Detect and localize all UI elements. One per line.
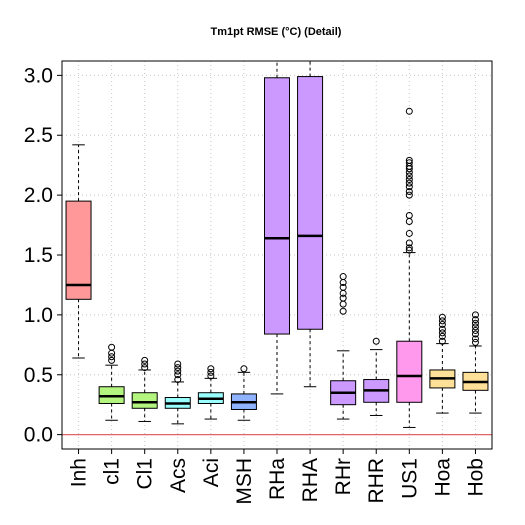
y-tick-label-4: 2.0 <box>24 184 53 207</box>
outlier-US1-0 <box>405 246 413 254</box>
outlier-cl1-1 <box>108 353 116 361</box>
x-axis: Inh cl1 Cl1 Acs Aci MSH RHa RHA RHr RHR US1 Hoa Hob <box>68 449 487 505</box>
x-tick-label-Hob: Hob <box>464 458 487 497</box>
box-body-RHa <box>264 77 290 335</box>
box-Hob <box>462 311 489 414</box>
outlier-Hob-0 <box>471 338 479 346</box>
outlier-Hob-4 <box>471 323 479 331</box>
outlier-RHr-4 <box>339 283 347 291</box>
box-body-Inh <box>65 200 92 300</box>
x-tick-label-MSH: MSH <box>233 458 256 505</box>
outlier-US1-2 <box>405 239 413 247</box>
outlier-Hoa-1 <box>438 332 446 340</box>
outlier-Acs-2 <box>174 367 182 375</box>
x-tick-label-Hoa: Hoa <box>431 458 454 497</box>
outlier-Hoa-3 <box>438 325 446 333</box>
box-body-US1 <box>396 340 423 403</box>
outlier-Hoa-0 <box>438 337 446 345</box>
x-tick-label-Aci: Aci <box>200 458 223 487</box>
box-series <box>65 60 489 428</box>
outlier-Hob-2 <box>471 330 479 338</box>
outlier-Acs-4 <box>174 360 182 368</box>
outlier-Hoa-2 <box>438 329 446 337</box>
x-tick-label-US1: US1 <box>398 458 421 499</box>
outlier-Hoa-4 <box>438 320 446 328</box>
outlier-RHr-0 <box>339 307 347 315</box>
box-Inh <box>65 144 92 359</box>
outlier-RHR-0 <box>372 337 380 345</box>
box-RHr <box>330 273 357 420</box>
y-tick-label-3: 1.5 <box>24 244 53 267</box>
x-tick-label-Acs: Acs <box>167 458 190 493</box>
y-tick-label-0: 0.0 <box>24 424 53 447</box>
x-tick-label-RHr: RHr <box>332 458 355 495</box>
outlier-US1-17 <box>405 107 413 115</box>
outlier-US1-11 <box>405 172 413 180</box>
box-body-Cl1 <box>131 392 158 409</box>
outlier-Hob-5 <box>471 319 479 327</box>
outlier-US1-3 <box>405 229 413 237</box>
x-tick-label-Inh: Inh <box>68 458 91 487</box>
outlier-Acs-0 <box>174 376 182 384</box>
y-axis: 0.0 0.5 1.0 1.5 2.0 2.5 3.0 <box>24 64 62 447</box>
box-Hoa <box>429 313 456 414</box>
box-Acs <box>164 360 191 425</box>
outlier-cl1-0 <box>108 356 116 364</box>
outlier-Hoa-5 <box>438 317 446 325</box>
outlier-MSH-0 <box>240 365 248 373</box>
box-cl1 <box>98 343 125 421</box>
y-tick-label-2: 1.0 <box>24 304 53 327</box>
outlier-Acs-3 <box>174 364 182 372</box>
outlier-Hob-6 <box>471 316 479 324</box>
outlier-US1-8 <box>405 183 413 191</box>
box-Aci <box>197 365 224 420</box>
box-RHA <box>297 60 324 388</box>
outlier-US1-5 <box>405 211 413 219</box>
outlier-Cl1-1 <box>141 360 149 368</box>
x-tick-label-RHa: RHa <box>266 458 289 500</box>
outlier-Hob-3 <box>471 326 479 334</box>
outlier-Aci-0 <box>207 372 215 380</box>
box-RHR <box>363 337 390 416</box>
x-tick-label-cl1: cl1 <box>101 458 124 485</box>
outlier-Cl1-0 <box>141 364 149 372</box>
outlier-US1-1 <box>405 244 413 252</box>
outlier-US1-9 <box>405 179 413 187</box>
y-tick-label-5: 2.5 <box>24 124 53 147</box>
outlier-Hob-1 <box>471 335 479 343</box>
box-US1 <box>396 107 423 428</box>
y-tick-label-6: 3.0 <box>24 64 53 87</box>
outlier-Aci-1 <box>207 368 215 376</box>
box-Cl1 <box>131 356 158 422</box>
x-tick-label-RHA: RHA <box>299 458 322 502</box>
y-tick-label-1: 0.5 <box>24 364 53 387</box>
outlier-Hob-7 <box>471 311 479 319</box>
outlier-US1-6 <box>405 191 413 199</box>
outlier-US1-16 <box>405 156 413 164</box>
outlier-Cl1-2 <box>141 356 149 364</box>
outlier-Hoa-6 <box>438 313 446 321</box>
outlier-cl1-3 <box>108 343 116 351</box>
box-RHa <box>264 60 290 395</box>
outlier-RHr-2 <box>339 294 347 302</box>
box-body-RHA <box>297 76 324 330</box>
outlier-RHr-6 <box>339 273 347 281</box>
box-MSH <box>230 365 257 421</box>
outlier-US1-15 <box>405 159 413 167</box>
x-tick-label-RHR: RHR <box>365 458 388 504</box>
outlier-US1-7 <box>405 188 413 196</box>
outlier-Acs-1 <box>174 371 182 379</box>
outlier-US1-10 <box>405 176 413 184</box>
x-tick-label-Cl1: Cl1 <box>134 458 157 490</box>
chart-title: Tm1pt RMSE (°C) (Detail) <box>211 26 342 38</box>
outlier-Aci-2 <box>207 365 215 373</box>
